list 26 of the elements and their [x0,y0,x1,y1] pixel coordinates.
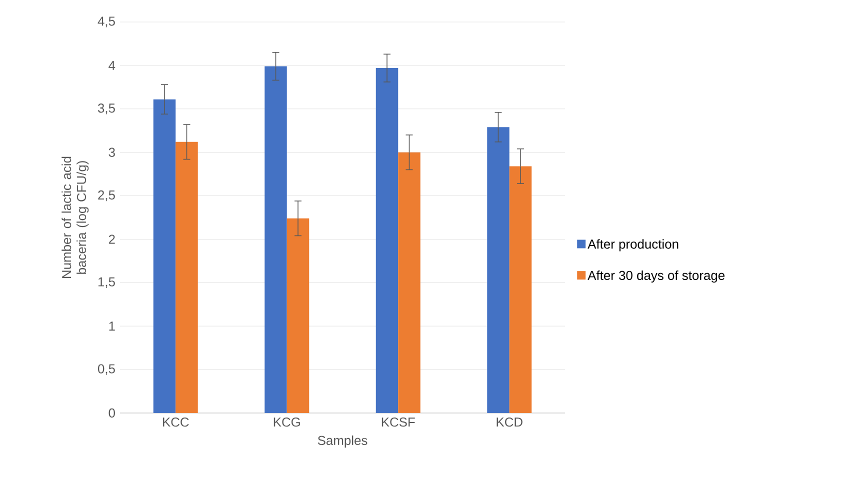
x-tick-label: KCSF [382,418,415,427]
bar [398,152,420,413]
y-tick-label: 3,5 [98,104,115,114]
bar [286,218,310,413]
x-axis-title: Samples [318,436,368,448]
bar [176,142,198,413]
y-tick-label: 3 [108,148,115,157]
bar [264,66,287,413]
y-tick-label: 4 [108,60,116,70]
bar [509,166,532,413]
y-tick-label: 2,5 [98,190,115,202]
y-tick-label: 2 [108,234,115,244]
bar [487,127,510,413]
y-axis-title: Number of lactic acid baceria (log CFU/g) [62,156,89,278]
x-tick-label: KCG [274,418,300,427]
bar [376,68,398,413]
legend-label: After 30 days of storage [588,270,725,283]
y-tick-label: 1 [109,322,115,331]
legend-label: After production [588,239,678,252]
y-tick-label: 1,5 [98,277,115,288]
y-tick-label: 0 [108,408,115,418]
y-tick-label: 4,5 [98,16,115,28]
y-tick-label: 0,5 [98,364,115,375]
bar [153,99,176,413]
x-tick-label: KCD [496,418,522,427]
x-tick-label: KCC [163,418,189,427]
